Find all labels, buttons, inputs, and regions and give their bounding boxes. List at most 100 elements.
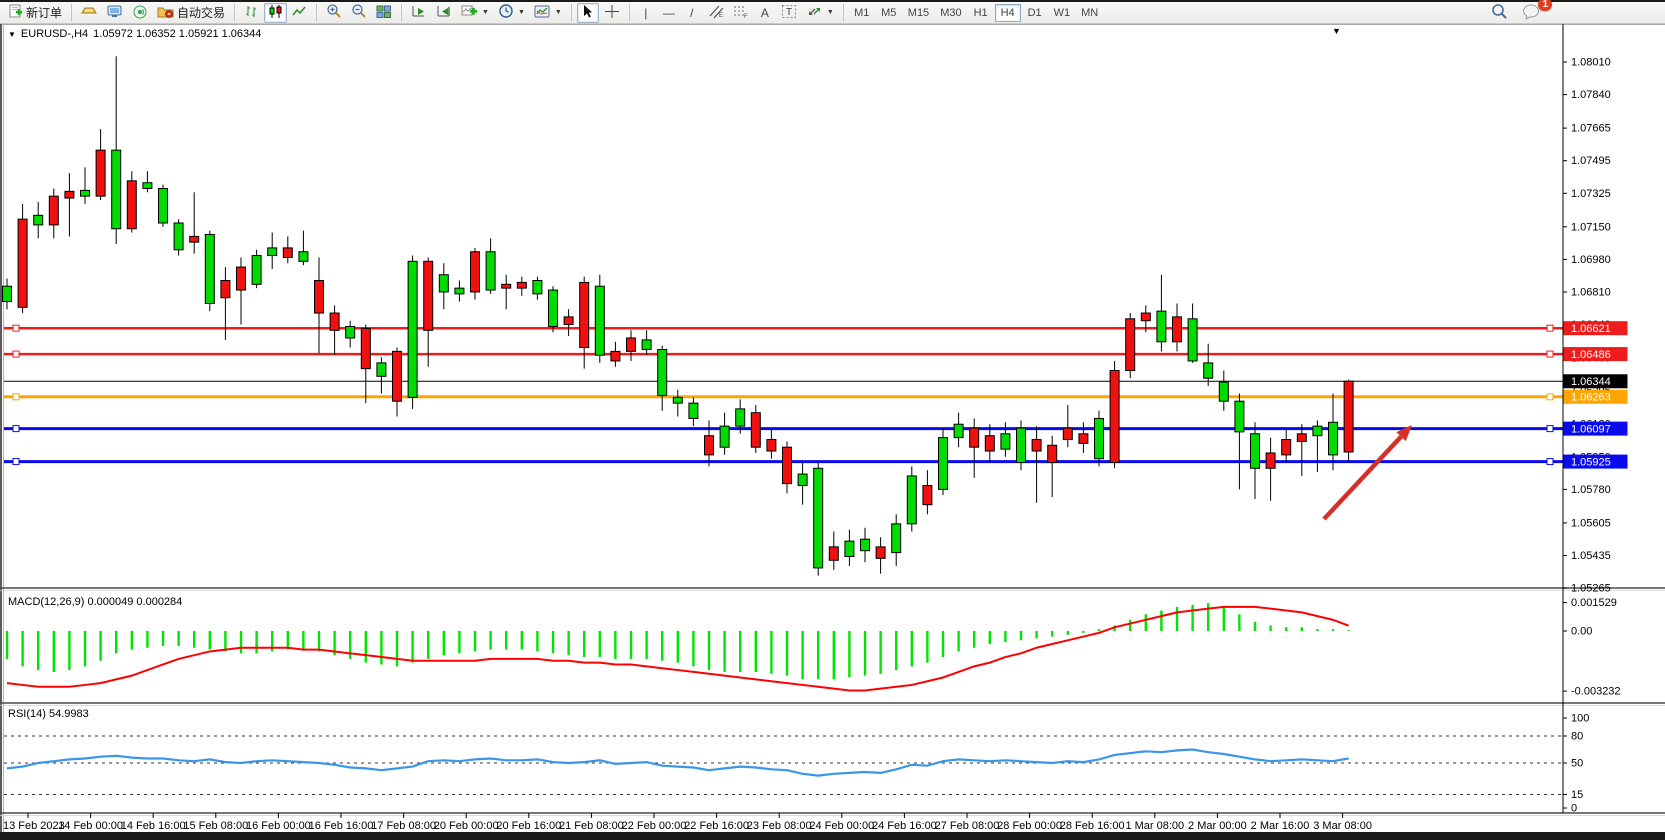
timeframe-M5-button[interactable]: M5 (881, 6, 897, 19)
zoom-in-icon (326, 3, 342, 22)
chart-symbol-period: EURUSD-,H4 (20, 28, 89, 40)
svg-text:0: 0 (1571, 803, 1577, 815)
text-label-button[interactable]: T (777, 3, 801, 23)
trendline-button[interactable]: / (690, 5, 694, 20)
chart-shift-button[interactable] (432, 3, 456, 23)
market-watch-button[interactable] (103, 3, 127, 23)
svg-text:28 Feb 16:00: 28 Feb 16:00 (1060, 820, 1125, 832)
svg-text:14 Feb 16:00: 14 Feb 16:00 (121, 820, 186, 832)
svg-text:27 Feb 08:00: 27 Feb 08:00 (935, 820, 1000, 832)
search-button[interactable] (1487, 3, 1512, 23)
macd-histogram (5, 603, 1350, 680)
support-line-1[interactable] (4, 425, 1563, 433)
text-button[interactable]: A (760, 5, 769, 20)
svg-text:15 Feb 08:00: 15 Feb 08:00 (183, 820, 248, 832)
svg-text:-0.003232: -0.003232 (1571, 686, 1621, 698)
macd-indicator-label: MACD(12,26,9) 0.000049 0.000284 (8, 596, 183, 608)
candlesticks (2, 56, 1354, 576)
svg-text:13 Feb 2023: 13 Feb 2023 (3, 820, 65, 832)
chat-button[interactable]: 1 (1518, 0, 1552, 23)
vertical-line-button[interactable]: | (644, 5, 648, 20)
toolbar-separator (71, 4, 73, 21)
svg-text:50: 50 (1571, 758, 1583, 770)
timeframe-H4-button[interactable]: H4 (994, 3, 1021, 22)
line-chart-button[interactable] (288, 3, 311, 23)
period-icon (498, 3, 514, 22)
toolbar-separator (234, 4, 236, 21)
svg-text:28 Feb 00:00: 28 Feb 00:00 (997, 820, 1062, 832)
price-badge: 1.05925 (1563, 454, 1628, 469)
toolbar-separator (401, 4, 403, 21)
svg-text:16 Feb 16:00: 16 Feb 16:00 (309, 820, 374, 832)
timeframe-W1-button[interactable]: W1 (1053, 6, 1071, 19)
svg-text:80: 80 (1571, 731, 1583, 743)
zoom-out-button[interactable] (347, 3, 371, 23)
crosshair-icon (604, 4, 620, 22)
svg-text:1.06980: 1.06980 (1571, 254, 1611, 266)
svg-text:1.07665: 1.07665 (1571, 123, 1611, 135)
svg-text:1 Mar 08:00: 1 Mar 08:00 (1125, 820, 1184, 832)
timeframe-H1-button[interactable]: H1 (973, 6, 988, 19)
bar-chart-button[interactable] (240, 3, 263, 23)
arrows-menu-button[interactable]: ▼ (802, 3, 838, 23)
new-order-icon (461, 4, 478, 22)
timeframe-MN-button[interactable]: MN (1081, 6, 1099, 19)
pivot-line-orange[interactable] (4, 393, 1563, 401)
auto-scroll-button[interactable] (407, 3, 431, 23)
svg-text:1.05925: 1.05925 (1571, 456, 1611, 468)
new-order-button[interactable]: 新订单 (4, 3, 66, 23)
timeframe-M1-button[interactable]: M1 (854, 6, 870, 19)
svg-text:1.06263: 1.06263 (1571, 392, 1611, 404)
svg-text:16 Feb 00:00: 16 Feb 00:00 (246, 820, 311, 832)
rsi-indicator-label: RSI(14) 54.9983 (8, 708, 89, 720)
svg-text:100: 100 (1571, 713, 1589, 725)
crosshair-button[interactable] (600, 3, 624, 23)
svg-text:22 Feb 00:00: 22 Feb 00:00 (622, 820, 687, 832)
toolbar-separator (316, 4, 318, 21)
svg-text:20 Feb 16:00: 20 Feb 16:00 (496, 820, 561, 832)
auto-trading-button[interactable]: 自动交易 (153, 3, 229, 23)
resistance-line-2[interactable] (4, 350, 1563, 358)
arrow-annotation[interactable] (1322, 425, 1412, 521)
period-menu-button[interactable]: ▼ (494, 3, 529, 23)
toolbar-separator (570, 4, 572, 21)
svg-text:22 Feb 16:00: 22 Feb 16:00 (684, 820, 749, 832)
svg-text:1.07150: 1.07150 (1571, 221, 1611, 233)
svg-text:14 Feb 00:00: 14 Feb 00:00 (58, 820, 123, 832)
tile-windows-button[interactable] (372, 3, 396, 23)
new-order-menu-button[interactable]: ▼ (457, 3, 493, 23)
fibonacci-button[interactable]: F (729, 3, 753, 23)
candlestick-chart-button[interactable] (264, 2, 288, 23)
svg-text:3 Mar 08:00: 3 Mar 08:00 (1313, 820, 1372, 832)
timeframe-M15-button[interactable]: M15 (907, 6, 930, 19)
channel-button[interactable]: E (704, 3, 728, 23)
window-bottom-bar (0, 832, 1665, 840)
cursor-button[interactable] (576, 2, 599, 23)
chart-ohlc-values: 1.05972 1.06352 1.05921 1.06344 (93, 28, 262, 40)
chart-plot[interactable]: ▼ 1.08010 1.07840 1.07665 1.07495 1.07325 1.07… (0, 24, 1665, 840)
signals-button[interactable] (128, 3, 152, 23)
zoom-out-icon (351, 3, 367, 22)
quotes-icon[interactable] (77, 3, 102, 23)
template-menu-button[interactable]: ▼ (530, 3, 566, 23)
timeframe-M30-button[interactable]: M30 (940, 6, 962, 19)
template-icon (534, 4, 551, 22)
zoom-in-button[interactable] (322, 3, 346, 23)
market-watch-icon (107, 4, 123, 22)
chart-collapse-icon[interactable]: ▼ (8, 29, 16, 39)
timeframe-D1-button[interactable]: D1 (1027, 6, 1042, 19)
resistance-line-1[interactable] (4, 324, 1563, 332)
new-order-icon (8, 4, 23, 22)
svg-text:1.06344: 1.06344 (1571, 376, 1611, 388)
horizontal-line-button[interactable]: — (662, 5, 675, 20)
toolbar-separator (628, 4, 630, 21)
svg-text:1.08010: 1.08010 (1571, 57, 1611, 69)
svg-text:1.06621: 1.06621 (1571, 323, 1611, 335)
chart-title: ▼ EURUSD-,H4 1.05972 1.06352 1.05921 1.0… (8, 28, 261, 40)
chart-window[interactable]: ▼ 1.08010 1.07840 1.07665 1.07495 1.07325 1.07… (0, 24, 1665, 840)
price-axis[interactable]: 1.08010 1.07840 1.07665 1.07495 1.07325 1.071… (1562, 24, 1628, 815)
main-toolbar: 新订单 自动交易 ▼ ▼ ▼ | — / E F A T ▼ M1 M5 M15 M30 H1 H4 D1 W1 MN 1 (0, 0, 1665, 24)
arrows-icon (806, 4, 823, 22)
price-badge: 1.06097 (1563, 421, 1628, 436)
